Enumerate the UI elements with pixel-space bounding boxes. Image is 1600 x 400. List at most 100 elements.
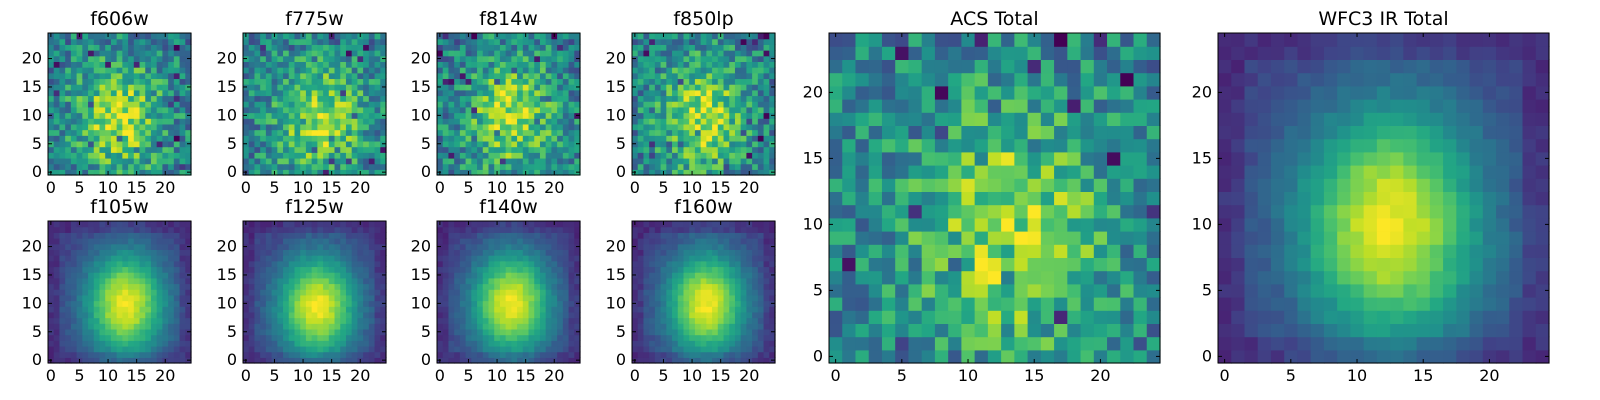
pixel-cell bbox=[168, 255, 175, 262]
pixel-cell bbox=[162, 306, 169, 313]
pixel-cell bbox=[168, 140, 175, 148]
pixel-cell bbox=[528, 33, 535, 40]
pixel-cell bbox=[517, 340, 524, 347]
pixel-cell bbox=[568, 232, 575, 239]
pixel-cell bbox=[539, 226, 547, 233]
pixel-cell bbox=[557, 123, 564, 131]
pixel-cell bbox=[283, 232, 290, 239]
pixel-cell bbox=[82, 112, 89, 119]
pixel-cell bbox=[459, 38, 467, 45]
pixel-cell bbox=[179, 118, 186, 125]
pixel-cell bbox=[694, 89, 702, 97]
pixel-cell bbox=[539, 101, 547, 108]
pixel-cell bbox=[769, 345, 776, 353]
pixel-cell bbox=[128, 306, 135, 313]
pixel-cell bbox=[345, 95, 353, 102]
pixel-cell bbox=[374, 334, 381, 341]
pixel-cell bbox=[185, 266, 192, 273]
pixel-cell bbox=[511, 67, 518, 74]
pixel-cell bbox=[723, 44, 730, 51]
pixel-cell bbox=[110, 306, 118, 313]
pixel-cell bbox=[139, 232, 146, 239]
pixel-cell bbox=[82, 266, 89, 273]
pixel-cell bbox=[574, 221, 581, 228]
pixel-cell bbox=[471, 61, 478, 68]
pixel-cell bbox=[139, 129, 146, 136]
pixel-cell bbox=[334, 112, 341, 119]
pixel-cell bbox=[323, 101, 330, 108]
pixel-cell bbox=[59, 95, 66, 102]
pixel-cell bbox=[328, 152, 336, 159]
pixel-cell bbox=[271, 311, 278, 319]
pixel-cell bbox=[334, 311, 341, 319]
pixel-cell bbox=[340, 84, 347, 91]
pixel-cell bbox=[323, 84, 330, 91]
pixel-cell bbox=[116, 294, 123, 302]
pixel-cell bbox=[539, 61, 547, 68]
pixel-cell bbox=[672, 294, 679, 302]
pixel-cell bbox=[643, 294, 650, 302]
pixel-cell bbox=[712, 129, 719, 136]
pixel-cell bbox=[700, 106, 707, 114]
pixel-cell bbox=[672, 157, 679, 165]
pixel-cell bbox=[139, 89, 146, 97]
pixel-cell bbox=[277, 67, 284, 74]
pixel-cell bbox=[162, 135, 169, 142]
pixel-cell bbox=[340, 101, 347, 108]
pixel-cell bbox=[168, 78, 175, 85]
pixel-cell bbox=[271, 140, 278, 148]
pixel-cell bbox=[368, 289, 376, 296]
pixel-cell bbox=[482, 89, 490, 97]
pixel-cell bbox=[122, 226, 129, 233]
pixel-cell bbox=[374, 238, 381, 245]
pixel-cell bbox=[70, 351, 78, 358]
pixel-cell bbox=[93, 72, 101, 80]
pixel-cell bbox=[505, 232, 512, 239]
pixel-cell bbox=[70, 157, 78, 165]
pixel-cell bbox=[712, 61, 719, 68]
pixel-cell bbox=[488, 340, 495, 347]
pixel-cell bbox=[734, 328, 742, 336]
pixel-cell bbox=[517, 260, 524, 268]
pixel-cell bbox=[168, 95, 175, 102]
pixel-cell bbox=[752, 277, 759, 285]
pixel-cell bbox=[442, 140, 450, 148]
pixel-cell bbox=[48, 232, 55, 239]
pixel-cell bbox=[712, 311, 719, 319]
pixel-cell bbox=[328, 129, 336, 136]
pixel-cell bbox=[499, 112, 507, 119]
pixel-cell bbox=[145, 243, 152, 250]
pixel-cell bbox=[65, 328, 72, 336]
pixel-cell bbox=[345, 249, 353, 256]
pixel-cell bbox=[694, 123, 702, 131]
pixel-cell bbox=[757, 351, 765, 358]
x-tick-label: 5 bbox=[658, 178, 668, 197]
pixel-cell bbox=[557, 84, 564, 91]
pixel-cell bbox=[88, 260, 95, 268]
pixel-cell bbox=[522, 277, 530, 285]
pixel-cell bbox=[53, 78, 61, 85]
pixel-cell bbox=[116, 311, 123, 319]
pixel-cell bbox=[706, 152, 713, 159]
pixel-cell bbox=[522, 289, 530, 296]
pixel-cell bbox=[632, 44, 639, 51]
pixel-cell bbox=[294, 50, 301, 57]
pixel-cell bbox=[643, 55, 650, 62]
pixel-cell bbox=[363, 50, 370, 57]
pixel-cell bbox=[76, 44, 83, 51]
pixel-cell bbox=[70, 294, 78, 302]
pixel-cell bbox=[511, 135, 518, 142]
pixel-cell bbox=[351, 306, 358, 313]
pixel-cell bbox=[522, 249, 530, 256]
panel-title: f125w bbox=[285, 196, 344, 218]
pixel-cell bbox=[351, 238, 358, 245]
pixel-cell bbox=[65, 140, 72, 148]
pixel-cell bbox=[643, 157, 650, 165]
pixel-cell bbox=[740, 311, 747, 319]
pixel-cell bbox=[283, 306, 290, 313]
pixel-cell bbox=[660, 123, 667, 131]
pixel-cell bbox=[551, 72, 558, 80]
pixel-cell bbox=[363, 152, 370, 159]
pixel-cell bbox=[517, 266, 524, 273]
pixel-cell bbox=[300, 317, 307, 324]
